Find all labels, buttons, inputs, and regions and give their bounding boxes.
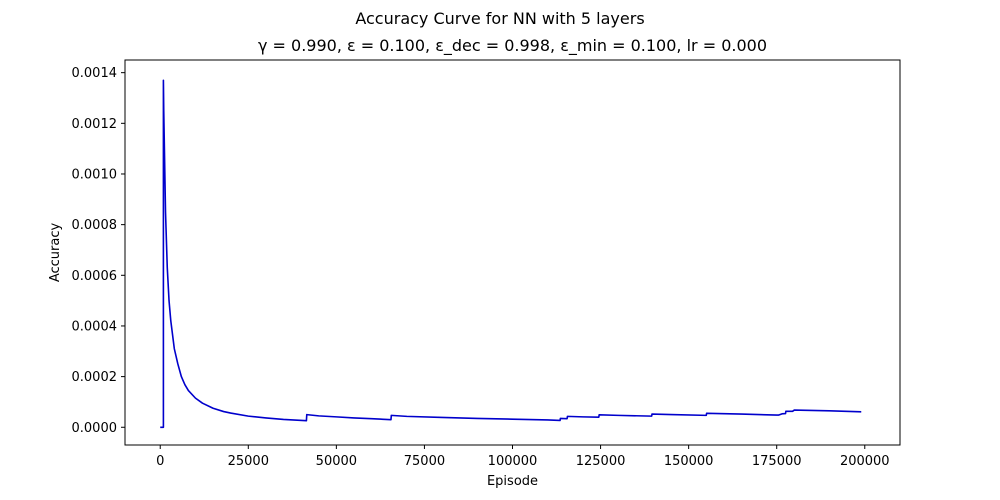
x-tick-label: 125000: [576, 454, 626, 469]
y-tick-label: 0.0012: [72, 117, 118, 132]
x-tick-label: 150000: [664, 454, 714, 469]
y-tick-label: 0.0008: [72, 218, 118, 233]
x-tick-label: 100000: [488, 454, 538, 469]
y-tick-label: 0.0006: [72, 269, 118, 284]
y-axis-label: Accuracy: [48, 223, 63, 283]
chart-title: Accuracy Curve for NN with 5 layers: [355, 9, 644, 28]
x-tick-label: 75000: [404, 454, 445, 469]
y-tick-label: 0.0010: [72, 167, 118, 182]
y-tick-label: 0.0000: [72, 421, 118, 436]
chart-subtitle: γ = 0.990, ε = 0.100, ε_dec = 0.998, ε_m…: [258, 36, 767, 56]
series-line-0: [160, 79, 862, 429]
x-tick-label: 25000: [228, 454, 269, 469]
x-tick-label: 175000: [752, 454, 802, 469]
x-axis: 0 25000 50000 75000 100000 125000 150000 175000…: [156, 445, 890, 469]
x-axis-label: Episode: [487, 474, 538, 489]
y-tick-label: 0.0004: [72, 319, 118, 334]
x-tick-label: 200000: [840, 454, 890, 469]
x-tick-label: 50000: [316, 454, 357, 469]
y-tick-label: 0.0014: [72, 66, 118, 81]
x-tick-label: 0: [156, 454, 164, 469]
plot-area: [160, 79, 862, 429]
y-tick-label: 0.0002: [72, 370, 118, 385]
y-axis: 0.0000 0.0002 0.0004 0.0006 0.0008 0.0010 0.00…: [72, 66, 125, 436]
